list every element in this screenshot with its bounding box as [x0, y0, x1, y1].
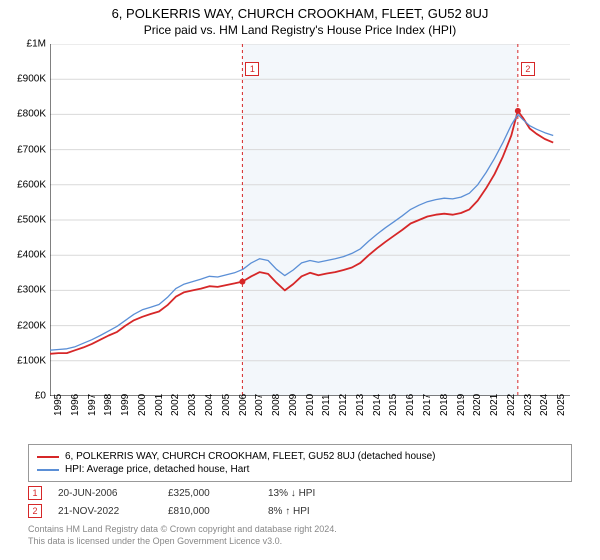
chart-marker-1: 1 [245, 62, 259, 76]
sale-delta-2: 8% ↑ HPI [268, 506, 388, 517]
y-tick-label: £600K [17, 179, 46, 190]
x-tick-label: 2002 [170, 394, 181, 416]
y-tick-label: £200K [17, 320, 46, 331]
legend-swatch-1 [37, 456, 59, 458]
x-tick-label: 2011 [321, 394, 332, 416]
x-tick-label: 1998 [103, 394, 114, 416]
x-tick-label: 2024 [539, 394, 550, 416]
footer-line-1: Contains HM Land Registry data © Crown c… [28, 524, 572, 536]
x-tick-label: 2010 [305, 394, 316, 416]
sale-date-2: 21-NOV-2022 [58, 506, 168, 517]
x-tick-label: 1996 [70, 394, 81, 416]
y-tick-label: £1M [27, 39, 46, 50]
x-tick-label: 2004 [204, 394, 215, 416]
x-tick-label: 2023 [523, 394, 534, 416]
x-tick-label: 2014 [372, 394, 383, 416]
x-tick-label: 2007 [254, 394, 265, 416]
x-tick-label: 2019 [456, 394, 467, 416]
y-axis: £0£100K£200K£300K£400K£500K£600K£700K£80… [0, 44, 48, 396]
x-tick-label: 2016 [405, 394, 416, 416]
x-tick-label: 2015 [388, 394, 399, 416]
x-tick-label: 2021 [489, 394, 500, 416]
x-tick-label: 1999 [120, 394, 131, 416]
x-tick-label: 2018 [439, 394, 450, 416]
footer-line-2: This data is licensed under the Open Gov… [28, 536, 572, 548]
x-tick-label: 2008 [271, 394, 282, 416]
x-tick-label: 2017 [422, 394, 433, 416]
y-tick-label: £700K [17, 144, 46, 155]
x-tick-label: 1997 [87, 394, 98, 416]
y-tick-label: £800K [17, 109, 46, 120]
x-tick-label: 2000 [137, 394, 148, 416]
x-tick-label: 2006 [238, 394, 249, 416]
x-axis: 1995199619971998199920002001200220032004… [50, 398, 570, 438]
y-tick-label: £300K [17, 285, 46, 296]
legend-area: 6, POLKERRIS WAY, CHURCH CROOKHAM, FLEET… [28, 444, 572, 547]
x-tick-label: 2012 [338, 394, 349, 416]
sale-marker-2: 2 [28, 504, 42, 518]
chart-marker-2: 2 [521, 62, 535, 76]
footer: Contains HM Land Registry data © Crown c… [28, 524, 572, 547]
x-tick-label: 2020 [472, 394, 483, 416]
y-tick-label: £400K [17, 250, 46, 261]
y-tick-label: £500K [17, 215, 46, 226]
sale-price-1: £325,000 [168, 488, 268, 499]
y-tick-label: £900K [17, 74, 46, 85]
x-tick-label: 2005 [221, 394, 232, 416]
x-tick-label: 2009 [288, 394, 299, 416]
plot-area: 12 [50, 44, 570, 396]
price-chart-container: 6, POLKERRIS WAY, CHURCH CROOKHAM, FLEET… [0, 0, 600, 560]
x-tick-label: 2025 [556, 394, 567, 416]
sale-date-1: 20-JUN-2006 [58, 488, 168, 499]
sale-marker-1: 1 [28, 486, 42, 500]
legend-label-1: 6, POLKERRIS WAY, CHURCH CROOKHAM, FLEET… [65, 451, 436, 462]
sale-delta-1: 13% ↓ HPI [268, 488, 388, 499]
chart-subtitle: Price paid vs. HM Land Registry's House … [0, 23, 600, 37]
x-tick-label: 2003 [187, 394, 198, 416]
x-tick-label: 2022 [506, 394, 517, 416]
y-tick-label: £100K [17, 355, 46, 366]
x-tick-label: 2013 [355, 394, 366, 416]
legend-swatch-2 [37, 469, 59, 471]
x-tick-label: 1995 [53, 394, 64, 416]
y-tick-label: £0 [35, 391, 46, 402]
legend-label-2: HPI: Average price, detached house, Hart [65, 464, 249, 475]
legend-box: 6, POLKERRIS WAY, CHURCH CROOKHAM, FLEET… [28, 444, 572, 482]
x-tick-label: 2001 [154, 394, 165, 416]
sales-table: 1 20-JUN-2006 £325,000 13% ↓ HPI 2 21-NO… [28, 486, 572, 518]
sale-price-2: £810,000 [168, 506, 268, 517]
chart-title: 6, POLKERRIS WAY, CHURCH CROOKHAM, FLEET… [0, 6, 600, 21]
chart-svg [50, 44, 570, 396]
